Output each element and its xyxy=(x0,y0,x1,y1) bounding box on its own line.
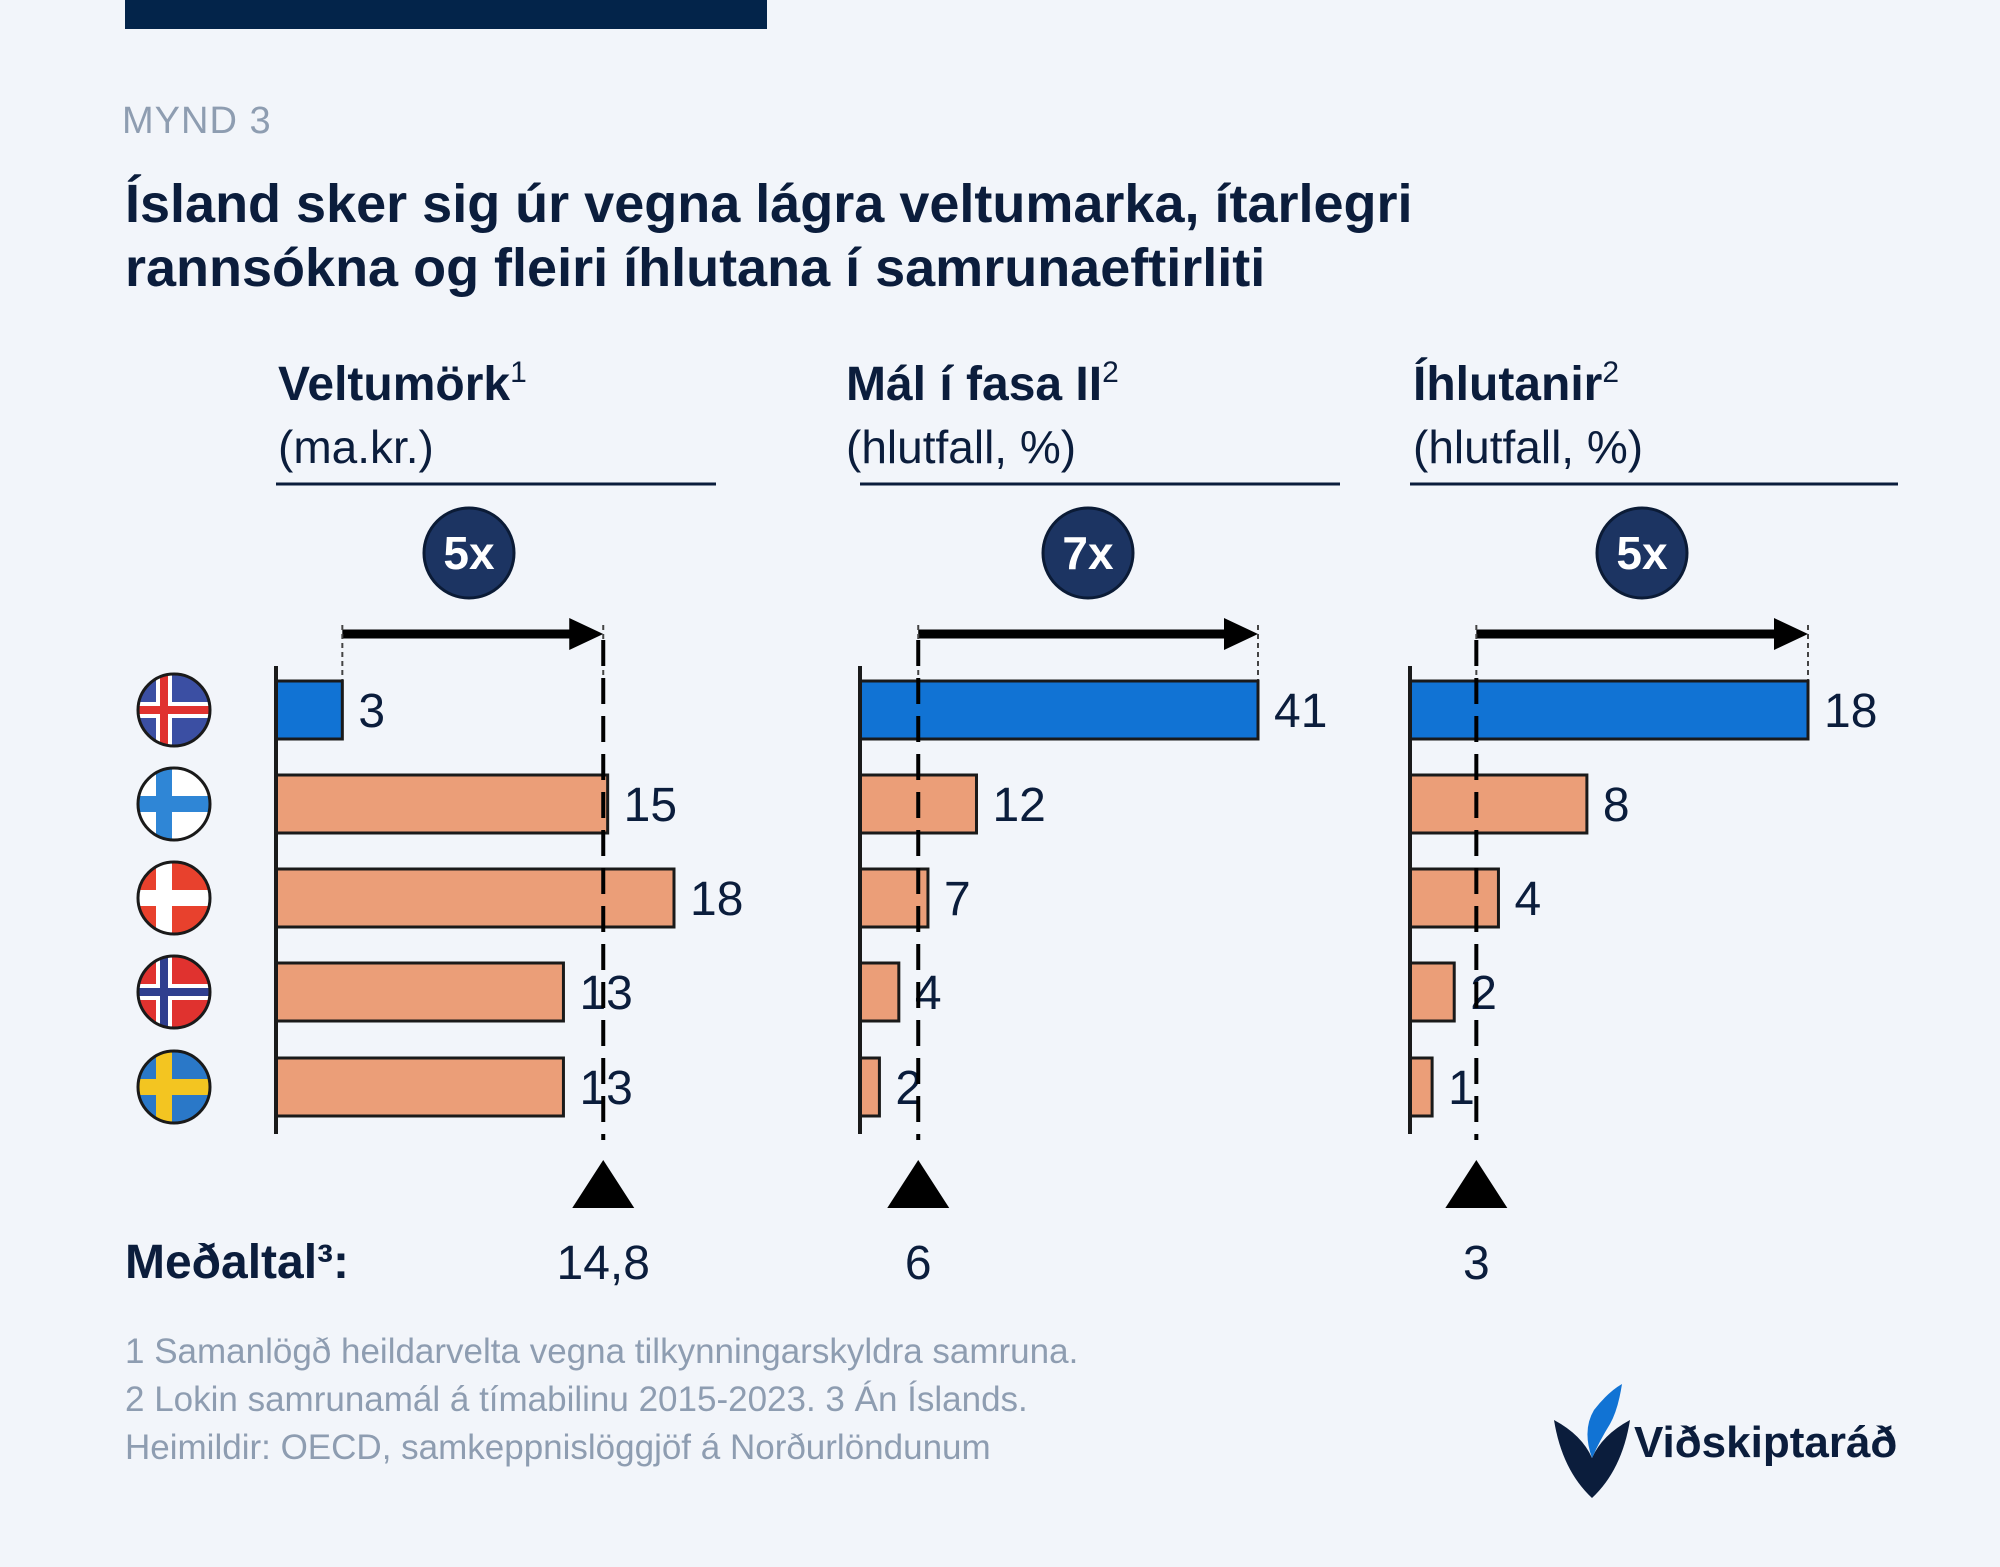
panel-title-sup: 1 xyxy=(510,356,527,389)
average-value: 6 xyxy=(905,1237,932,1290)
bar-denmark xyxy=(274,867,676,929)
bar-iceland xyxy=(274,679,344,741)
bar-value-label: 13 xyxy=(579,1062,632,1115)
panel-title-sup: 2 xyxy=(1102,356,1119,389)
average-value: 3 xyxy=(1463,1237,1490,1290)
multiplier-arrowhead xyxy=(1224,618,1258,650)
bar-norway xyxy=(1408,961,1456,1023)
top-accent-bar xyxy=(125,0,767,29)
bar-finland xyxy=(274,773,610,835)
bar-denmark xyxy=(1408,867,1500,929)
panel-title-sup: 2 xyxy=(1602,356,1619,389)
panel-title: Íhlutanir2 xyxy=(1413,356,1619,411)
sweden-flag-icon xyxy=(138,1051,210,1123)
bar-finland xyxy=(1408,773,1589,835)
average-label: Meðaltal³: xyxy=(125,1236,349,1289)
bar-value-label: 41 xyxy=(1274,685,1327,738)
panel-subtitle: (ma.kr.) xyxy=(278,421,434,473)
multiplier-badge xyxy=(1041,506,1135,600)
footnote-sources: Heimildir: OECD, samkeppnislöggjöf á Nor… xyxy=(125,1428,991,1467)
figure-kicker: MYND 3 xyxy=(122,100,272,142)
title-line-2: rannsókna og fleiri íhlutana í samrunaef… xyxy=(125,238,1266,298)
bar-value-label: 3 xyxy=(358,685,385,738)
bar-value-label: 18 xyxy=(690,873,743,926)
iceland-flag-icon xyxy=(138,674,210,746)
bar-norway xyxy=(858,961,901,1023)
average-value: 14,8 xyxy=(557,1237,650,1290)
panel-subtitle: (hlutfall, %) xyxy=(846,421,1076,473)
footnote-1: 1 Samanlögð heildarvelta vegna tilkynnin… xyxy=(125,1332,1079,1371)
multiplier-badge xyxy=(422,506,516,600)
multiplier-label: 7x xyxy=(1062,527,1114,579)
bar-value-label: 4 xyxy=(1514,873,1541,926)
footnote-2: 2 Lokin samrunamál á tímabilinu 2015-202… xyxy=(125,1380,1028,1419)
bar-value-label: 2 xyxy=(1470,967,1497,1020)
bar-value-label: 1 xyxy=(1448,1062,1475,1115)
vidskiptarad-logo-icon xyxy=(1554,1384,1630,1498)
bar-value-label: 15 xyxy=(624,779,677,832)
bar-sweden xyxy=(858,1056,881,1118)
norway-flag-icon xyxy=(138,956,210,1028)
panel-subtitle: (hlutfall, %) xyxy=(1413,421,1643,473)
flags-column xyxy=(136,672,212,1125)
average-marker-icon xyxy=(1445,1160,1508,1208)
average-marker-icon xyxy=(887,1160,950,1208)
bar-sweden xyxy=(274,1056,565,1118)
footnotes: 1 Samanlögð heildarvelta vegna tilkynnin… xyxy=(125,1328,1078,1472)
bar-value-label: 13 xyxy=(579,967,632,1020)
bar-value-label: 7 xyxy=(944,873,971,926)
title-line-1: Ísland sker sig úr vegna lágra veltumark… xyxy=(125,174,1413,234)
panel-title: Veltumörk1 xyxy=(278,356,527,411)
bar-norway xyxy=(274,961,565,1023)
bar-iceland xyxy=(1408,679,1810,741)
average-marker-icon xyxy=(572,1160,635,1208)
bar-value-label: 12 xyxy=(992,779,1045,832)
multiplier-label: 5x xyxy=(1616,527,1668,579)
bar-value-label: 8 xyxy=(1603,779,1630,832)
multiplier-badge xyxy=(1595,506,1689,600)
multiplier-label: 5x xyxy=(443,527,495,579)
bar-value-label: 18 xyxy=(1824,685,1877,738)
bar-sweden xyxy=(1408,1056,1434,1118)
multiplier-arrowhead xyxy=(1774,618,1808,650)
denmark-flag-icon xyxy=(138,862,210,934)
multiplier-arrowhead xyxy=(569,618,604,650)
logo-text: Viðskiptaráð xyxy=(1634,1418,1898,1467)
panel-title: Mál í fasa II2 xyxy=(846,356,1119,411)
page-title: Ísland sker sig úr vegna lágra veltumark… xyxy=(125,172,1725,300)
finland-flag-icon xyxy=(138,768,210,840)
